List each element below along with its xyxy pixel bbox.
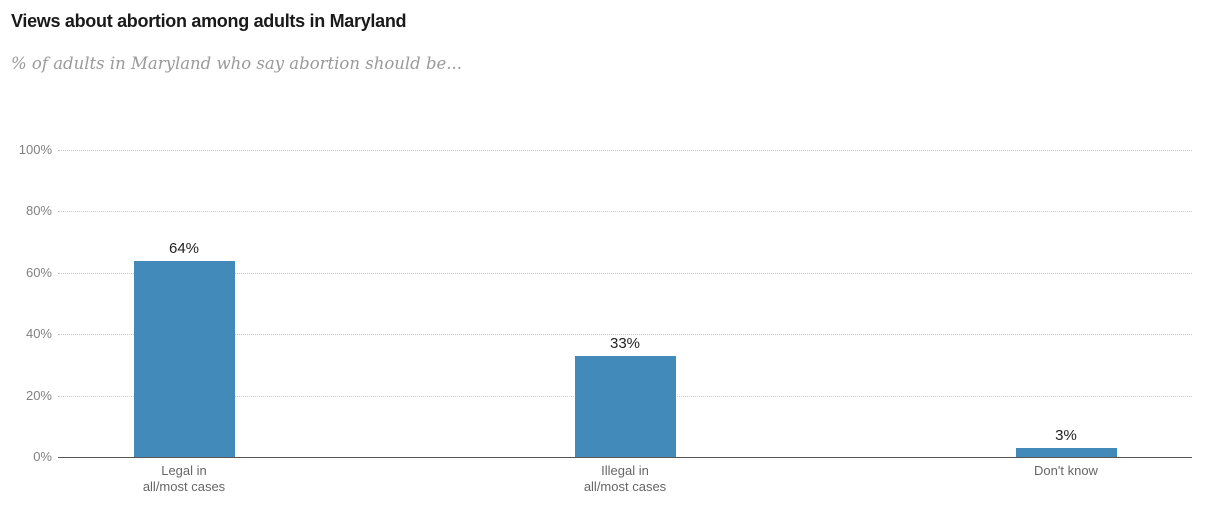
bar	[133, 261, 235, 457]
category-label: Don't know	[1034, 463, 1098, 478]
bar-value-label: 3%	[1055, 427, 1077, 444]
plot-area: 64% Legal in all/most cases 33% Illegal in …	[58, 150, 1192, 494]
gridline	[58, 334, 1192, 336]
y-tick-label: 80%	[25, 203, 52, 219]
bar-value-label: 33%	[609, 335, 641, 352]
gridline	[58, 211, 1192, 213]
y-tick-label: 0%	[33, 449, 52, 464]
category-label: Illegal in all/most cases	[583, 463, 667, 494]
bar-value-label: 64%	[168, 240, 200, 257]
category-label: Legal in all/most cases	[142, 463, 226, 494]
y-axis-labels: 0% 20% 40% 60% 80% 100%	[0, 142, 52, 464]
chart-title: Views about abortion among adults in Mar…	[11, 11, 407, 31]
y-tick-label: 100%	[18, 142, 52, 157]
y-tick-label: 40%	[25, 326, 52, 342]
bar	[1015, 448, 1117, 457]
gridline	[58, 150, 1192, 151]
bar	[574, 356, 676, 457]
y-tick-label: 20%	[25, 387, 52, 403]
gridline	[58, 272, 1192, 274]
y-tick-label: 60%	[25, 264, 52, 280]
chart-subtitle: % of adults in Maryland who say abortion…	[11, 54, 463, 73]
